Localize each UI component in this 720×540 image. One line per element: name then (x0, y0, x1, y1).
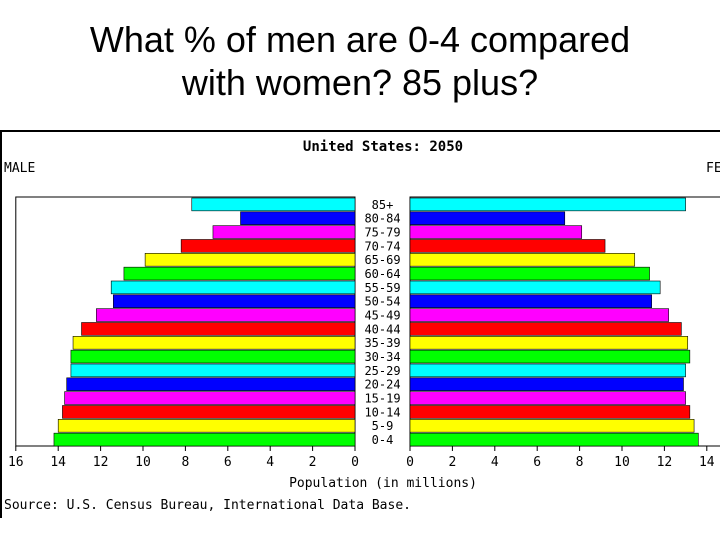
female-bar-35-39 (409, 336, 689, 350)
age-label-35-39: 35-39 (364, 336, 400, 350)
female-bar-60-64 (409, 266, 650, 281)
male-bar-50-54 (113, 294, 356, 308)
age-label-85+: 85+ (372, 198, 394, 212)
female-bar-30-34 (409, 349, 691, 364)
slide-title: What % of men are 0-4 compared with wome… (0, 18, 720, 104)
female-bar-0-4 (409, 432, 699, 447)
male-bar-10-14 (62, 405, 356, 419)
male-bar-40-44 (81, 322, 356, 336)
age-label-15-19: 15-19 (364, 392, 400, 406)
male-bar-85+ (191, 197, 356, 212)
female-label: FE (706, 161, 720, 176)
male-bar-75-79 (212, 225, 356, 239)
male-bar-70-74 (180, 239, 356, 253)
age-label-5-9: 5-9 (372, 419, 394, 433)
age-label-30-34: 30-34 (364, 350, 400, 364)
chart-frame (0, 130, 720, 518)
male-tick-label: 6 (224, 455, 232, 470)
age-label-0-4: 0-4 (372, 433, 394, 447)
chart-title: United States: 2050 (303, 139, 463, 155)
male-bar-65-69 (144, 253, 356, 267)
male-bar-30-34 (70, 349, 356, 364)
male-bar-60-64 (123, 266, 356, 281)
female-bar-50-54 (409, 294, 652, 308)
male-tick-label: 2 (309, 455, 317, 470)
female-bar-40-44 (409, 322, 682, 336)
female-bar-45-49 (409, 308, 669, 322)
female-bar-25-29 (409, 363, 686, 378)
age-label-40-44: 40-44 (364, 322, 400, 336)
female-tick-label: 14 (699, 455, 715, 470)
age-label-80-84: 80-84 (364, 212, 400, 226)
age-label-70-74: 70-74 (364, 239, 400, 253)
age-label-45-49: 45-49 (364, 309, 400, 323)
male-bar-45-49 (96, 308, 356, 322)
male-tick-label: 10 (135, 455, 151, 470)
age-label-25-29: 25-29 (364, 364, 400, 378)
male-bar-0-4 (53, 432, 356, 447)
male-tick-label: 0 (351, 455, 359, 470)
female-tick-label: 6 (533, 455, 541, 470)
age-label-10-14: 10-14 (364, 405, 400, 419)
age-label-75-79: 75-79 (364, 226, 400, 240)
x-axis-label: Population (in millions) (289, 476, 477, 491)
female-bar-15-19 (409, 391, 686, 405)
male-bar-35-39 (72, 336, 356, 350)
male-bar-80-84 (240, 211, 356, 225)
female-bar-85+ (409, 197, 686, 212)
age-label-65-69: 65-69 (364, 253, 400, 267)
female-bar-70-74 (409, 239, 606, 253)
source-note: Source: U.S. Census Bureau, Internationa… (4, 498, 411, 513)
female-tick-label: 2 (448, 455, 456, 470)
male-bar-25-29 (70, 363, 356, 378)
female-tick-label: 10 (614, 455, 630, 470)
age-label-20-24: 20-24 (364, 378, 400, 392)
female-bar-65-69 (409, 253, 636, 267)
age-label-60-64: 60-64 (364, 267, 400, 281)
male-tick-label: 16 (8, 455, 24, 470)
female-bar-5-9 (409, 419, 695, 433)
slide-title-line-2: with women? 85 plus? (181, 62, 539, 103)
age-label-50-54: 50-54 (364, 295, 400, 309)
female-bar-20-24 (409, 377, 684, 391)
female-bar-55-59 (409, 280, 661, 295)
male-tick-label: 4 (266, 455, 274, 470)
female-tick-label: 0 (406, 455, 414, 470)
male-label: MALE (4, 161, 35, 176)
age-label-55-59: 55-59 (364, 281, 400, 295)
slide-title-line-1: What % of men are 0-4 compared (89, 19, 631, 60)
female-bar-10-14 (409, 405, 691, 419)
female-bar-75-79 (409, 225, 583, 239)
female-tick-label: 4 (491, 455, 499, 470)
female-bar-80-84 (409, 211, 566, 225)
male-tick-label: 8 (181, 455, 189, 470)
male-bar-55-59 (110, 280, 356, 295)
male-bar-20-24 (66, 377, 356, 391)
female-tick-label: 8 (576, 455, 584, 470)
male-bar-5-9 (57, 419, 356, 433)
male-bar-15-19 (64, 391, 356, 405)
female-tick-label: 12 (657, 455, 673, 470)
male-tick-label: 14 (50, 455, 66, 470)
male-tick-label: 12 (93, 455, 109, 470)
